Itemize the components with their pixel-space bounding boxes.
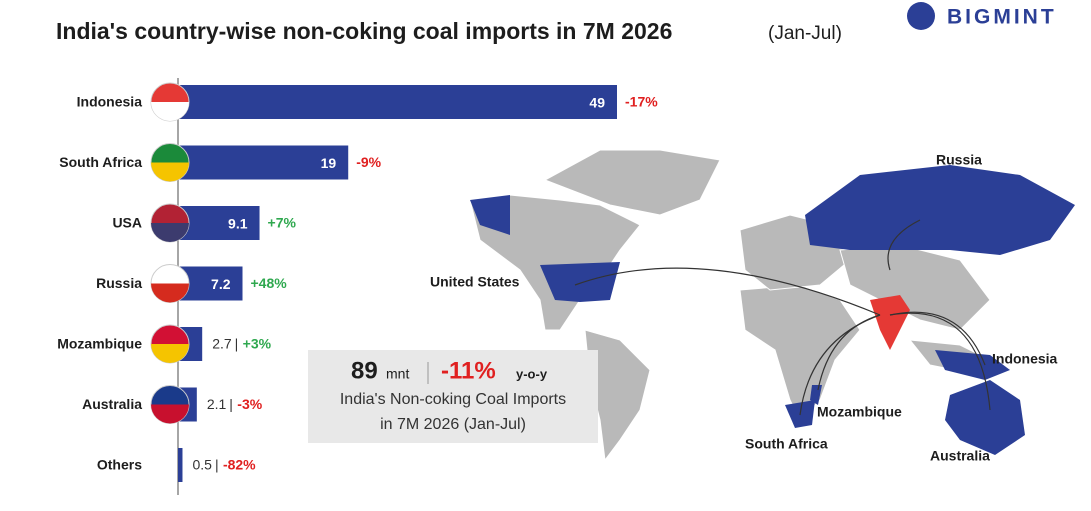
category-label: South Africa xyxy=(59,154,142,170)
value-label: 9.1 xyxy=(228,216,248,232)
arrow-usa xyxy=(574,267,881,316)
change-label: -82% xyxy=(223,457,256,473)
flag-stripe xyxy=(151,404,189,424)
map-highlights xyxy=(470,165,1075,455)
map-label: Indonesia xyxy=(992,351,1058,367)
russia-region xyxy=(805,165,1075,255)
change-label: +3% xyxy=(243,336,272,352)
value-label: 2.7 xyxy=(212,336,232,352)
flag-stripe xyxy=(151,102,189,121)
map-label: Australia xyxy=(930,448,990,464)
map-label: South Africa xyxy=(745,436,828,452)
separator: | xyxy=(215,457,219,473)
separator: | xyxy=(235,336,239,352)
bar xyxy=(178,448,183,482)
indonesia-region xyxy=(935,350,1010,380)
summary-total: 89 xyxy=(351,357,378,384)
summary-change: -11% xyxy=(441,357,496,384)
bar-group: Indonesia 49 -17% South Africa 19 -9% USA 9.1 +7… xyxy=(57,82,658,482)
map-label: Russia xyxy=(936,152,982,168)
value-label: 7.2 xyxy=(211,276,231,292)
summary-box: 89 mnt -11% y-o-y India's Non-coking Coa… xyxy=(308,350,598,443)
summary-unit: mnt xyxy=(386,366,409,382)
change-label: -17% xyxy=(625,94,658,110)
category-label: USA xyxy=(112,215,142,231)
brand-name: BIGMINT xyxy=(947,6,1057,29)
summary-line: India's Non-coking Coal Imports xyxy=(340,391,566,408)
bar xyxy=(178,206,260,240)
category-label: Others xyxy=(97,457,142,473)
map-labels: Russia United States Indonesia Mozambiqu… xyxy=(430,152,1058,464)
logo-icon xyxy=(907,2,935,30)
india-region xyxy=(870,295,910,350)
flag-stripe xyxy=(151,162,189,182)
summary-line: in 7M 2026 (Jan-Jul) xyxy=(380,416,526,433)
flag-stripe xyxy=(151,344,189,363)
value-label: 0.5 xyxy=(192,457,212,473)
australia-region xyxy=(945,380,1025,455)
arrow-mozambique xyxy=(817,314,881,391)
change-label: -9% xyxy=(356,154,381,170)
mozambique-region xyxy=(810,385,822,405)
category-label: Mozambique xyxy=(57,336,142,352)
brand-logo: BIGMINT xyxy=(907,2,1057,30)
change-label: +48% xyxy=(251,275,288,291)
category-label: Australia xyxy=(82,396,142,412)
arrow-australia xyxy=(889,312,991,411)
category-label: Russia xyxy=(96,275,142,291)
bar xyxy=(178,85,617,119)
change-label: +7% xyxy=(268,215,297,231)
map-label: Mozambique xyxy=(817,404,902,420)
summary-change-unit: y-o-y xyxy=(516,366,548,381)
map-label: United States xyxy=(430,274,520,290)
value-label: 19 xyxy=(321,155,337,171)
arrow-russia xyxy=(887,219,921,271)
flag-stripe xyxy=(151,283,189,303)
value-label: 2.1 xyxy=(207,396,227,412)
category-label: Indonesia xyxy=(77,94,143,110)
bar xyxy=(178,145,349,180)
greenland-canada xyxy=(543,149,721,216)
change-label: -3% xyxy=(237,396,262,412)
summary-background xyxy=(308,350,598,443)
usa-region xyxy=(470,195,620,302)
chart-subtitle: (Jan-Jul) xyxy=(768,23,842,44)
separator: | xyxy=(229,396,233,412)
trade-arrows xyxy=(574,219,991,416)
value-label: 49 xyxy=(589,95,605,111)
chart-title: India's country-wise non-coking coal imp… xyxy=(56,18,672,44)
flag-stripe xyxy=(151,223,189,242)
